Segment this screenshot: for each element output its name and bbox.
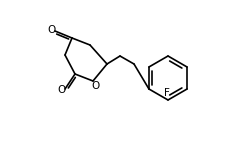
Text: O: O: [92, 81, 100, 91]
Text: O: O: [47, 25, 55, 35]
Text: O: O: [57, 85, 65, 95]
Text: F: F: [164, 88, 170, 98]
